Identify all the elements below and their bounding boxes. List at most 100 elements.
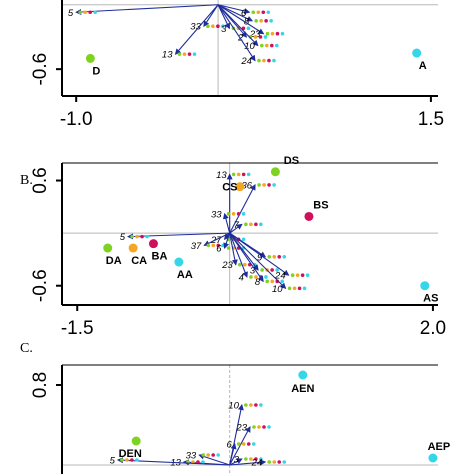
- vector-dot: [140, 234, 144, 239]
- vector-label-23: 23: [221, 260, 233, 271]
- vector-dot: [201, 460, 205, 464]
- vector-label-3: 3: [250, 265, 256, 276]
- vector-label-24: 24: [251, 458, 263, 469]
- vector-dot: [267, 460, 272, 464]
- vector-dot: [252, 425, 256, 429]
- vector-dot: [246, 172, 251, 177]
- vector-dot: [241, 237, 246, 242]
- vector-dot: [254, 19, 258, 23]
- vector-dots-33: [226, 212, 246, 216]
- y-tick-label: -0.6: [30, 269, 51, 302]
- x-tick-label: 1.5: [418, 109, 444, 130]
- vector-dot: [254, 222, 258, 227]
- site-point-A: [412, 48, 422, 58]
- vector-dots-24: [290, 273, 310, 277]
- site-label-AS: AS: [423, 293, 438, 305]
- site-point-CA: [128, 243, 138, 253]
- vector-dots-13: [231, 172, 251, 177]
- panel-letter: B.: [20, 173, 33, 188]
- vector-dots-10: [260, 43, 279, 48]
- site-point-DS: [270, 167, 280, 177]
- vector-label-13: 13: [216, 170, 227, 181]
- vector-dot: [282, 460, 287, 464]
- vector-dot: [280, 279, 285, 284]
- vector-label-5: 5: [68, 8, 74, 19]
- vector-dot: [260, 268, 264, 272]
- vector-label-33: 33: [211, 209, 222, 220]
- vector-dot: [267, 425, 271, 429]
- vector-dot: [221, 24, 225, 29]
- vector-dot: [265, 279, 270, 284]
- y-tick-label: -0.6: [30, 53, 51, 86]
- vector-dots-8: [254, 19, 273, 23]
- vector-dot: [262, 58, 266, 63]
- vector-dot: [244, 403, 248, 407]
- vector-dot: [292, 286, 297, 291]
- vector-dot: [246, 26, 251, 31]
- vector-dot: [272, 460, 277, 464]
- vector-dot: [257, 425, 261, 429]
- vector-label-10: 10: [272, 284, 283, 295]
- vector-dot: [282, 254, 287, 259]
- vector-arrow-5: [75, 4, 219, 15]
- vector-arrow-37: [203, 232, 230, 246]
- vector-dots-23: [265, 31, 285, 36]
- vector-arrow-24: [229, 459, 267, 466]
- vector-arrow-8: [229, 232, 264, 283]
- vector-dot: [297, 286, 302, 291]
- site-label-AA: AA: [177, 269, 193, 281]
- vector-label-4: 4: [239, 272, 244, 283]
- vector-arrow-5: [127, 232, 230, 240]
- vector-label-3: 3: [221, 24, 227, 35]
- vector-dot: [125, 458, 129, 462]
- site-point-D: [85, 53, 95, 63]
- vector-arrow-23: [229, 233, 238, 266]
- vector-label-33: 33: [190, 22, 201, 33]
- vector-dot: [226, 212, 231, 216]
- vector-dot: [267, 58, 271, 63]
- vector-dot: [206, 453, 210, 457]
- vector-dot: [266, 10, 271, 15]
- vector-dot: [251, 10, 256, 15]
- vector-label-5: 5: [110, 456, 116, 467]
- vector-arrow-6: [217, 4, 251, 14]
- vector-dot: [277, 254, 282, 259]
- vector-arrow-33: [198, 453, 230, 466]
- vector-label-23: 23: [249, 29, 261, 40]
- site-label-CA: CA: [131, 255, 147, 267]
- vector-dots-33: [201, 453, 220, 457]
- vector-dot: [241, 442, 246, 446]
- vector-dot: [270, 31, 275, 36]
- vector-dot: [249, 222, 253, 227]
- vector-dot: [259, 19, 263, 23]
- vector-arrow-7: [229, 223, 243, 234]
- vector-label-24: 24: [274, 271, 286, 282]
- vector-dot: [272, 58, 276, 63]
- vector-arrow-10: [217, 4, 259, 47]
- vector-arrow-24: [229, 232, 290, 276]
- site-point-DA: [103, 243, 113, 253]
- vector-label-3: 3: [234, 455, 240, 466]
- vector-label-7: 7: [234, 220, 240, 231]
- vector-dot: [246, 442, 251, 446]
- vector-dot: [249, 275, 253, 279]
- vector-dot: [267, 254, 272, 259]
- vector-arrow-3: [217, 4, 230, 30]
- vector-dot: [253, 35, 258, 39]
- site-label-CS: CS: [222, 182, 237, 194]
- vector-dot: [130, 458, 134, 462]
- site-label-DEN: DEN: [119, 448, 142, 460]
- vector-label-37: 37: [191, 241, 202, 252]
- vector-dot: [270, 268, 274, 272]
- site-label-AEP: AEP: [428, 441, 451, 453]
- vector-dot: [244, 457, 248, 461]
- y-tick-label: 0.6: [30, 167, 51, 193]
- vector-dot: [211, 24, 215, 29]
- vector-dot: [244, 222, 248, 227]
- vector-dot: [302, 286, 307, 291]
- vector-dot: [300, 273, 305, 277]
- vector-dot: [249, 403, 253, 407]
- vector-dot: [88, 10, 92, 15]
- vector-dot: [262, 425, 266, 429]
